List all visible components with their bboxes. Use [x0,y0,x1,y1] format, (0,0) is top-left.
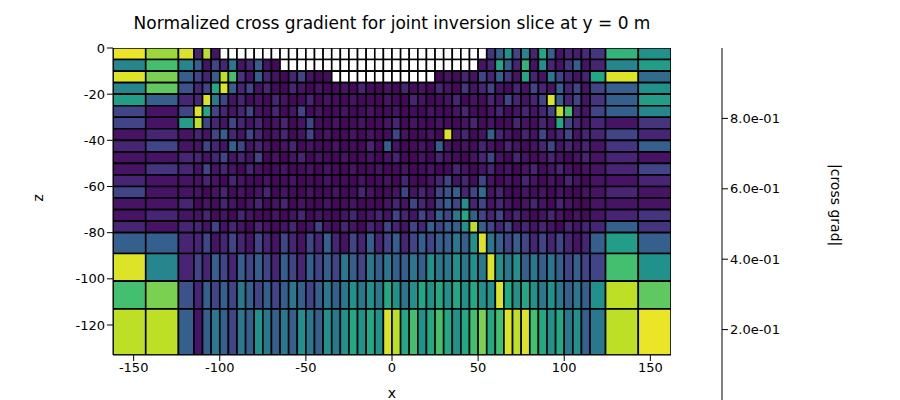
svg-text:-50: -50 [295,360,316,375]
svg-text:150: 150 [638,360,663,375]
svg-text:-100: -100 [75,271,105,286]
svg-text:-80: -80 [84,225,105,240]
svg-text:8.0e-01: 8.0e-01 [730,111,780,126]
svg-text:2.0e-01: 2.0e-01 [730,322,780,337]
svg-text:-20: -20 [84,87,105,102]
svg-text:-150: -150 [119,360,149,375]
svg-text:4.0e-01: 4.0e-01 [730,252,780,267]
svg-text:0: 0 [97,41,105,56]
svg-text:-40: -40 [84,133,105,148]
svg-text:-60: -60 [84,179,105,194]
svg-text:-100: -100 [205,360,235,375]
svg-text:0: 0 [388,360,396,375]
svg-text:6.0e-01: 6.0e-01 [730,181,780,196]
html-text:|cross grad|: |cross grad| [828,163,844,247]
svg-text:50: 50 [470,360,487,375]
svg-text:-120: -120 [75,318,105,333]
svg-text:x: x [388,385,396,400]
html-text:Normalized cross gradient for: Normalized cross gradient for joint inve… [133,13,651,33]
svg-text:100: 100 [552,360,577,375]
svg-text:z: z [30,194,46,201]
